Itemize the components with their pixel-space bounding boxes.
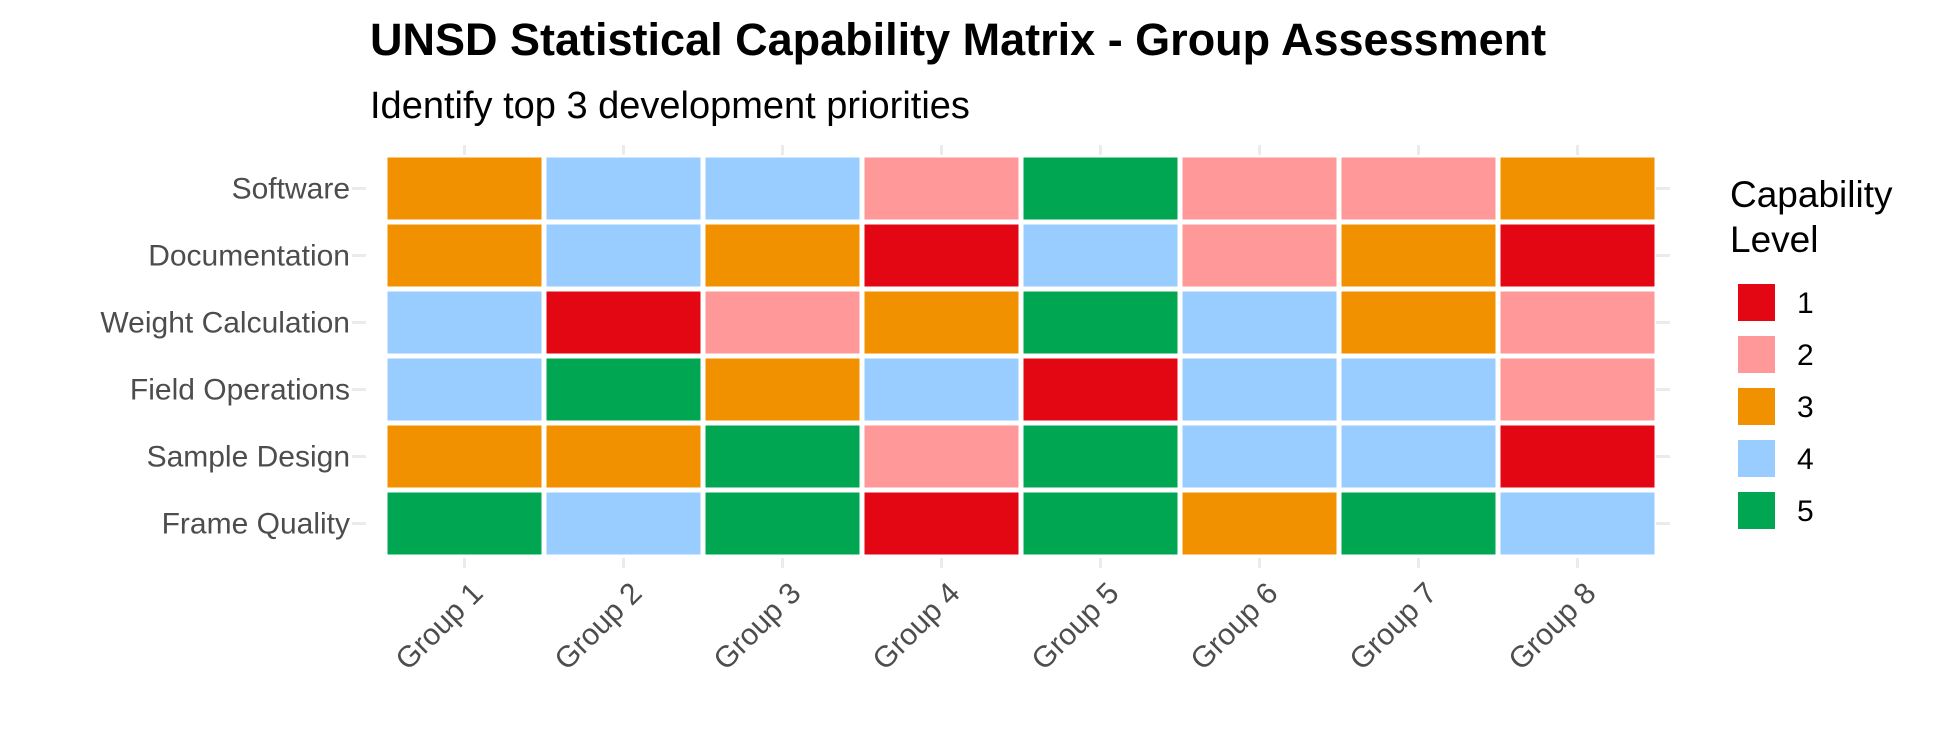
heatmap-cell [864, 358, 1019, 421]
heatmap-cell [864, 425, 1019, 488]
x-tick-label: Group 5 [1025, 577, 1125, 677]
y-axis-labels: Software Documentation Weight Calculation F… [100, 173, 350, 541]
heatmap-cell [1023, 157, 1178, 220]
heatmap-cell [387, 291, 542, 354]
heatmap-cell [1341, 157, 1496, 220]
heatmap-cell [1341, 291, 1496, 354]
heatmap-cell [864, 157, 1019, 220]
heatmap-cell [705, 157, 860, 220]
heatmap-cell [1182, 157, 1337, 220]
legend-swatch [1738, 492, 1775, 529]
chart-title: UNSD Statistical Capability Matrix - Gro… [370, 14, 1546, 65]
heatmap-cell [1182, 291, 1337, 354]
heatmap-cell [1500, 492, 1655, 555]
x-tick-label: Group 2 [548, 577, 648, 677]
legend: Capability Level 1 2 3 4 5 [1730, 174, 1893, 529]
legend-label: 1 [1797, 287, 1814, 320]
y-tick-label: Frame Quality [162, 508, 350, 541]
legend-label: 2 [1797, 339, 1814, 372]
heatmap-cell [1182, 358, 1337, 421]
heatmap-cell [705, 224, 860, 287]
heatmap-cell [546, 492, 701, 555]
heatmap-cell [1500, 224, 1655, 287]
heatmap-cell [387, 425, 542, 488]
heatmap-cell [546, 291, 701, 354]
y-tick-label: Field Operations [130, 374, 350, 407]
heatmap-cell [1341, 358, 1496, 421]
heatmap-cell [1500, 358, 1655, 421]
legend-label: 3 [1797, 391, 1814, 424]
heatmap-cell [1500, 425, 1655, 488]
x-tick-label: Group 1 [389, 577, 489, 677]
heatmap-cell [387, 157, 542, 220]
legend-title-line-1: Capability [1730, 174, 1893, 215]
legend-title-line-2: Level [1730, 219, 1818, 260]
heatmap-cell [1182, 224, 1337, 287]
legend-swatch [1738, 336, 1775, 373]
legend-swatch [1738, 440, 1775, 477]
heatmap-cell [1341, 224, 1496, 287]
heatmap-cell [705, 492, 860, 555]
y-tick-label: Software [232, 173, 350, 206]
heatmap-cell [864, 224, 1019, 287]
heatmap-cell [1023, 358, 1178, 421]
heatmap-cell [864, 492, 1019, 555]
x-tick-label: Group 4 [866, 577, 966, 677]
heatmap-cell [546, 157, 701, 220]
heatmap-cell [705, 425, 860, 488]
x-tick-label: Group 8 [1502, 577, 1602, 677]
heatmap-cell [546, 358, 701, 421]
heatmap-cell [1023, 291, 1178, 354]
x-axis-labels: Group 1 Group 2 Group 3 Group 4 Group 5 Group… [389, 577, 1602, 677]
heatmap-cell [1182, 425, 1337, 488]
legend-label: 4 [1797, 443, 1814, 476]
x-tick-label: Group 6 [1184, 577, 1284, 677]
y-tick-label: Sample Design [147, 441, 350, 474]
legend-items: 1 2 3 4 5 [1738, 284, 1814, 529]
chart-subtitle: Identify top 3 development priorities [370, 85, 970, 127]
heatmap-cell [705, 291, 860, 354]
heatmap-cell [705, 358, 860, 421]
heatmap-cell [1500, 291, 1655, 354]
heatmap-cell [1341, 425, 1496, 488]
x-tick-label: Group 3 [707, 577, 807, 677]
heatmap-cell [1182, 492, 1337, 555]
legend-swatch [1738, 284, 1775, 321]
heatmap-cell [1023, 425, 1178, 488]
tick-marks [352, 145, 1670, 568]
legend-swatch [1738, 388, 1775, 425]
y-tick-label: Weight Calculation [100, 307, 350, 340]
heatmap-cell [1023, 492, 1178, 555]
heatmap-cell [387, 492, 542, 555]
heatmap-cell [546, 224, 701, 287]
y-tick-label: Documentation [148, 240, 350, 273]
heatmap-cell [1341, 492, 1496, 555]
heatmap-cell [864, 291, 1019, 354]
heatmap-cell [546, 425, 701, 488]
heatmap-cell [1023, 224, 1178, 287]
heatmap-cells [387, 157, 1655, 555]
legend-label: 5 [1797, 495, 1814, 528]
x-tick-label: Group 7 [1343, 577, 1443, 677]
heatmap-cell [387, 358, 542, 421]
heatmap-cell [1500, 157, 1655, 220]
heatmap-cell [387, 224, 542, 287]
